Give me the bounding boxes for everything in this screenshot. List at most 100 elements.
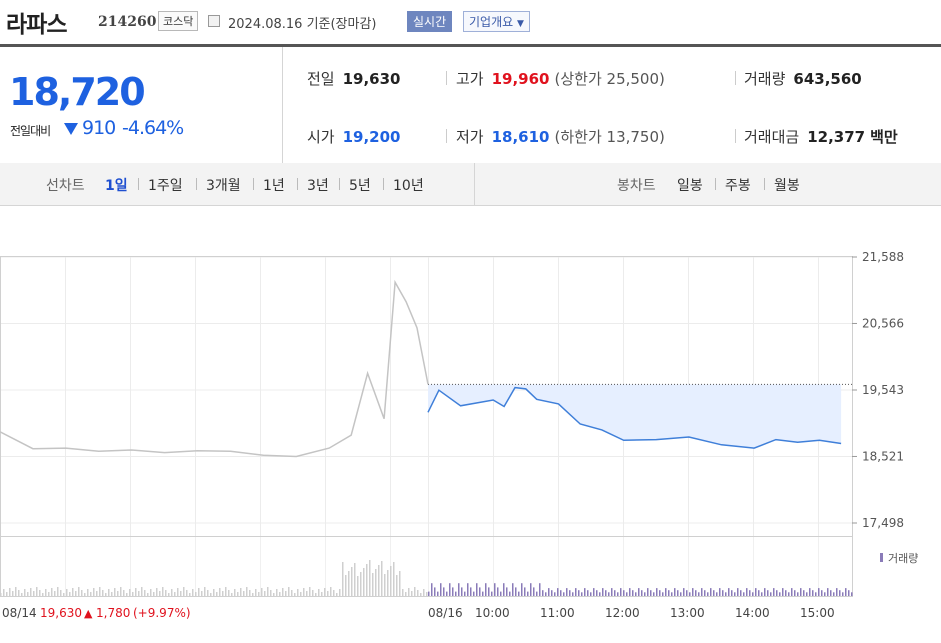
volume-bar xyxy=(848,590,850,596)
tab-separator xyxy=(297,178,298,190)
y-tick-label: 20,566 xyxy=(862,316,904,330)
volume-bar xyxy=(333,590,335,596)
volume-bar xyxy=(249,590,251,596)
period-tab-1w[interactable]: 1주일 xyxy=(148,178,183,194)
volume-bar xyxy=(452,587,454,596)
volume-bar xyxy=(366,564,368,596)
volume-bar xyxy=(563,592,565,596)
volume-bar xyxy=(84,593,86,596)
volume-bar xyxy=(629,588,631,596)
company-overview-label: 기업개요 xyxy=(469,15,514,29)
volume-bar xyxy=(381,561,383,596)
volume-bar xyxy=(45,589,47,596)
volume-bar xyxy=(599,592,601,596)
volume-bar xyxy=(39,590,41,596)
volume-bar xyxy=(150,589,152,596)
calendar-icon xyxy=(208,15,220,27)
period-tab-1y[interactable]: 1년 xyxy=(263,178,285,194)
period-tab-3m[interactable]: 3개월 xyxy=(206,178,241,194)
volume-bar xyxy=(587,590,589,596)
volume-bar xyxy=(153,592,155,596)
header-divider xyxy=(0,44,941,47)
volume-bar xyxy=(261,588,263,596)
volume-bar xyxy=(300,592,302,596)
volume-bar xyxy=(156,588,158,596)
volume-bar xyxy=(560,590,562,596)
prev-day-price-line xyxy=(0,279,429,458)
volume-bar xyxy=(387,570,389,596)
volume-bar xyxy=(824,592,826,596)
volume-bar xyxy=(638,588,640,596)
volume-bar xyxy=(3,589,5,596)
volume-bar xyxy=(506,587,508,596)
volume-bar xyxy=(57,587,59,596)
volume-bar xyxy=(845,588,847,596)
volume-bar xyxy=(213,589,215,596)
volume-bar xyxy=(488,587,490,596)
amount-value: 12,377 xyxy=(807,128,866,146)
cell-separator xyxy=(446,129,447,143)
volume-bar xyxy=(614,590,616,596)
volume-bar xyxy=(665,588,667,596)
candle-tab-daily[interactable]: 일봉 xyxy=(677,178,703,194)
volume-bar xyxy=(267,587,269,596)
volume-bar xyxy=(318,589,320,596)
volume-bar xyxy=(372,573,374,596)
volume-bar xyxy=(246,587,248,596)
volume-bar xyxy=(222,591,224,596)
price-summary: 18,720 전일대비 910 -4.64% 전일 19,630 고가 19,960… xyxy=(0,47,941,164)
volume-bar xyxy=(683,588,685,596)
cell-separator xyxy=(446,71,447,85)
volume-bar xyxy=(204,587,206,596)
volume-bar xyxy=(548,588,550,596)
volume-bars xyxy=(0,560,853,596)
volume-bar xyxy=(177,588,179,596)
volume-bar xyxy=(719,588,721,596)
volume-bar xyxy=(674,588,676,596)
volume-bar xyxy=(417,590,419,596)
tab-separator xyxy=(253,178,254,190)
period-tab-1d[interactable]: 1일 xyxy=(105,178,128,194)
volume-bar xyxy=(201,591,203,596)
volume-bar xyxy=(761,592,763,596)
volume-bar xyxy=(198,588,200,596)
volume-bar xyxy=(9,588,11,596)
volume-bar xyxy=(138,591,140,596)
volume-bar xyxy=(378,565,380,596)
volume-bar xyxy=(144,590,146,596)
volume-bar xyxy=(357,576,359,596)
prev-day-change-pct: (+9.97%) xyxy=(133,606,191,620)
volume-bar xyxy=(569,590,571,596)
volume-bar xyxy=(111,592,113,596)
volume-bar xyxy=(141,587,143,596)
open-label: 시가 xyxy=(307,128,335,146)
volume-bar xyxy=(635,592,637,596)
volume-bar xyxy=(734,592,736,596)
company-overview-dropdown[interactable]: 기업개요 ▼ xyxy=(463,11,530,32)
candle-tab-monthly[interactable]: 월봉 xyxy=(774,178,800,194)
volume-bar xyxy=(767,590,769,596)
volume-bar xyxy=(87,589,89,596)
volume-bar xyxy=(539,583,541,596)
volume-bar xyxy=(698,592,700,596)
candle-tab-weekly[interactable]: 주봉 xyxy=(725,178,751,194)
realtime-button[interactable]: 실시간 xyxy=(407,11,453,32)
volume-bar xyxy=(48,592,50,596)
volume-bar xyxy=(797,592,799,596)
volume-value: 643,560 xyxy=(793,70,862,88)
volume-bar xyxy=(288,587,290,596)
volume-bar xyxy=(611,588,613,596)
volume-bar xyxy=(836,588,838,596)
period-tab-3y[interactable]: 3년 xyxy=(307,178,329,194)
volume-bar xyxy=(626,592,628,596)
volume-bar xyxy=(842,592,844,596)
volume-bar xyxy=(593,588,595,596)
tab-separator xyxy=(383,178,384,190)
volume-bar xyxy=(644,592,646,596)
price-chart: 21,588 20,566 19,543 18,521 17,498 거래량 08/14… xyxy=(0,250,918,620)
period-tab-5y[interactable]: 5년 xyxy=(349,178,371,194)
period-tab-10y[interactable]: 10년 xyxy=(393,178,424,194)
low-cell: 저가 18,610 (하한가 13,750) xyxy=(456,126,665,147)
volume-bar xyxy=(830,590,832,596)
volume-bar xyxy=(351,567,353,596)
